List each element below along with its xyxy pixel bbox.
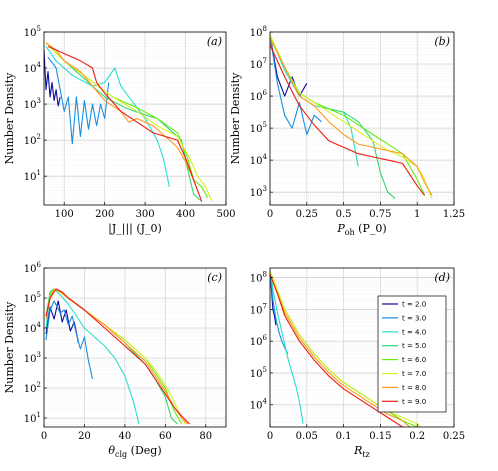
- y-tick-label: 104: [24, 321, 42, 335]
- y-tick-label: 108: [250, 271, 267, 285]
- panel-a: 100 200 300 400 500 101 102 103 104 105 (a) |J_||| …: [3, 25, 236, 236]
- x-tick-label: 0.05: [296, 431, 318, 442]
- x-tick-label: 60: [159, 431, 172, 442]
- x-tick-label: 0.15: [369, 431, 391, 442]
- series-line-7: [45, 288, 190, 425]
- legend-entry: t = 5.0: [402, 342, 426, 350]
- x-tick-label: 1: [414, 209, 420, 220]
- x-tick-label: 20: [78, 431, 91, 442]
- x-axis-label: Poh (P_0): [336, 222, 386, 237]
- panel-label: (d): [434, 271, 450, 284]
- y-tick-label: 104: [24, 61, 42, 75]
- series-group: [270, 34, 433, 200]
- y-tick-label: 103: [24, 351, 41, 365]
- series-line-1: [270, 35, 322, 136]
- y-tick-label: 106: [250, 89, 268, 103]
- x-tick-label: 0: [41, 431, 47, 442]
- plot-area: [44, 268, 226, 427]
- series-group: [44, 42, 213, 202]
- x-tick-label: 80: [199, 431, 212, 442]
- panel-label: (c): [207, 271, 222, 284]
- x-tick-label: 400: [176, 209, 195, 220]
- x-tick-label: 100: [55, 209, 74, 220]
- y-axis-label: Number Density: [229, 72, 242, 164]
- legend-entry: t = 4.0: [402, 328, 426, 336]
- y-tick-label: 103: [250, 185, 267, 199]
- axes-frame: [269, 267, 455, 428]
- axes-frame: [43, 31, 227, 206]
- x-tick-label: 500: [216, 209, 235, 220]
- y-tick-label: 102: [24, 133, 41, 147]
- axes-frame: [43, 267, 227, 428]
- x-tick-label: 0.25: [443, 431, 465, 442]
- x-tick-label: 40: [119, 431, 132, 442]
- y-tick-label: 102: [24, 381, 41, 395]
- panel-c: 0 20 40 60 80 101 102 103 104 105 106 (c) θclg (Deg)…: [3, 261, 227, 459]
- y-tick-label: 104: [250, 398, 268, 412]
- y-tick-label: 107: [250, 57, 267, 71]
- legend-entry: t = 3.0: [402, 314, 426, 322]
- series-group: [270, 271, 422, 427]
- x-tick-label: 0: [267, 209, 273, 220]
- y-tick-label: 104: [250, 153, 268, 167]
- series-line-6: [270, 274, 411, 427]
- x-tick-label: 1.25: [443, 209, 465, 220]
- x-tick-label: 0.25: [296, 209, 318, 220]
- x-tick-label: 300: [136, 209, 155, 220]
- y-tick-label: 106: [24, 261, 42, 275]
- y-tick-label: 101: [24, 411, 41, 425]
- x-tick-label: 0.2: [409, 431, 425, 442]
- legend: t = 2.0 t = 3.0 t = 4.0 t = 5.0 t = 6.0 t = 7…: [377, 295, 447, 413]
- legend-entry: t = 8.0: [402, 384, 426, 392]
- series-line-2: [45, 46, 170, 188]
- series-line-7: [47, 45, 203, 202]
- legend-box: [377, 295, 447, 413]
- legend-entry: t = 2.0: [402, 301, 426, 309]
- panel-label: (b): [434, 35, 450, 48]
- y-tick-label: 108: [250, 25, 267, 39]
- x-axis-label: Rtz: [353, 444, 370, 459]
- legend-entry: t = 6.0: [402, 356, 426, 364]
- series-line-1: [270, 271, 289, 355]
- series-group: [45, 288, 190, 425]
- y-axis-label: Number Density: [3, 72, 16, 164]
- series-line-6: [270, 38, 433, 196]
- series-line-1: [45, 300, 94, 380]
- series-line-0: [44, 49, 61, 107]
- series-line-5: [270, 271, 422, 427]
- x-tick-label: 200: [95, 209, 114, 220]
- series-line-1: [47, 56, 110, 145]
- y-tick-label: 105: [24, 291, 41, 305]
- x-tick-label: 0.5: [336, 209, 352, 220]
- panel-b: 0 0.25 0.5 0.75 1 1.25 103 104 105 106 107 108 (b) Po…: [229, 25, 465, 237]
- series-line-2: [270, 271, 304, 424]
- x-axis-label: θclg (Deg): [108, 444, 161, 459]
- x-tick-label: 0.1: [336, 431, 352, 442]
- series-line-7: [270, 44, 426, 196]
- y-tick-label: 105: [250, 366, 267, 380]
- grid: [269, 268, 455, 428]
- y-axis-label: Number Density: [3, 301, 16, 393]
- series-line-5: [45, 42, 213, 202]
- series-line-0: [45, 300, 79, 344]
- y-tick-label: 103: [24, 97, 41, 111]
- x-tick-label: 0.75: [369, 209, 391, 220]
- y-tick-label: 107: [250, 302, 267, 316]
- panel-d: 0 0.05 0.1 0.15 0.2 0.25 104 105 106 107 108 (d) Rtz…: [250, 267, 465, 459]
- legend-entry: t = 9.0: [402, 398, 426, 406]
- series-line-6: [45, 42, 195, 181]
- y-tick-label: 101: [24, 169, 41, 183]
- x-axis-label: |J_||| (J_0): [108, 222, 162, 236]
- x-tick-label: 0: [267, 431, 273, 442]
- axes-frame: [269, 31, 455, 206]
- panel-label: (a): [207, 35, 222, 48]
- y-tick-label: 106: [250, 334, 268, 348]
- y-tick-label: 105: [24, 25, 41, 39]
- y-tick-label: 105: [250, 121, 267, 135]
- legend-entry: t = 7.0: [402, 370, 426, 378]
